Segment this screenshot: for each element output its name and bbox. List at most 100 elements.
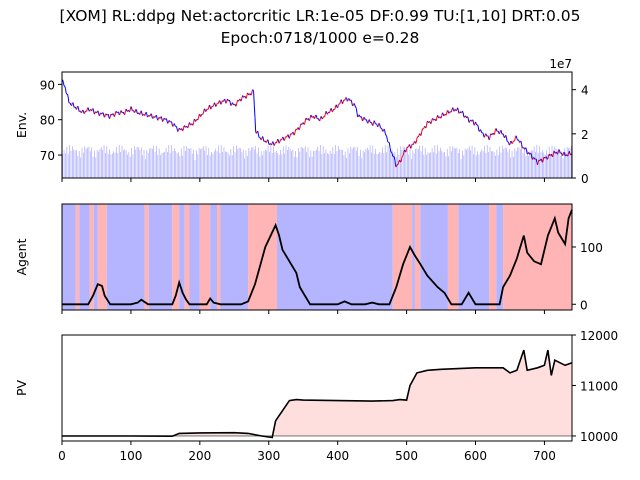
price-segment — [166, 119, 168, 124]
price-segment — [271, 142, 273, 146]
price-segment — [482, 133, 485, 137]
price-segment — [253, 105, 256, 118]
y-axis-label: PV — [14, 380, 29, 397]
y-tick-label: 0 — [580, 298, 588, 312]
price-segment — [210, 107, 213, 110]
price-segment — [379, 124, 381, 128]
price-segment — [202, 110, 205, 114]
price-segment — [315, 115, 318, 119]
price-segment — [192, 122, 195, 126]
price-segment — [424, 125, 426, 128]
x-tick-label: 0 — [58, 449, 66, 463]
price-segment — [325, 110, 328, 113]
price-segment — [167, 120, 170, 124]
price-segment — [63, 85, 66, 87]
price-segment — [298, 128, 301, 131]
price-segment — [299, 124, 301, 129]
x-tick-label: 500 — [395, 449, 418, 463]
price-segment — [366, 119, 368, 123]
price-segment — [204, 108, 206, 112]
right-y-tick-label: 0 — [581, 172, 589, 186]
price-segment — [480, 130, 483, 133]
price-segment — [233, 104, 235, 106]
price-segment — [326, 112, 329, 115]
price-segment — [222, 99, 225, 102]
price-segment — [197, 117, 199, 121]
price-segment — [493, 132, 496, 135]
price-segment — [165, 118, 168, 120]
price-segment — [162, 120, 164, 122]
price-segment — [246, 92, 248, 97]
price-segment — [377, 125, 379, 128]
price-segment — [402, 152, 405, 156]
price-segment — [563, 152, 566, 156]
price-segment — [76, 107, 78, 110]
x-tick-label: 600 — [464, 449, 487, 463]
pv-fill — [62, 350, 572, 436]
price-segment — [278, 141, 281, 144]
price-segment — [417, 134, 420, 138]
price-segment — [104, 114, 106, 118]
price-segment — [257, 134, 260, 138]
price-segment — [446, 110, 448, 115]
price-segment — [499, 130, 501, 134]
price-segment — [378, 123, 381, 125]
price-segment — [513, 139, 516, 142]
price-segment — [282, 137, 285, 141]
price-segment — [453, 109, 456, 112]
price-segment — [239, 98, 241, 101]
price-segment — [458, 112, 461, 114]
price-segment — [178, 127, 181, 130]
price-segment — [185, 126, 187, 128]
price-segment — [89, 109, 91, 112]
price-segment — [235, 101, 238, 106]
price-segment — [558, 149, 561, 151]
price-segment — [286, 135, 288, 138]
price-segment — [517, 139, 520, 142]
price-segment — [519, 141, 521, 143]
y-axis-label: Agent — [14, 238, 29, 275]
price-segment — [391, 153, 394, 157]
price-segment — [479, 129, 482, 131]
price-segment — [369, 121, 372, 124]
long-region — [144, 204, 149, 310]
price-segment — [540, 158, 543, 161]
price-segment — [350, 99, 352, 101]
price-segment — [475, 121, 477, 124]
price-segment — [64, 88, 67, 93]
price-segment — [120, 110, 123, 113]
price-segment — [557, 151, 559, 155]
price-segment — [408, 144, 411, 147]
price-segment — [544, 156, 547, 159]
price-segment — [415, 138, 418, 143]
price-segment — [189, 122, 191, 125]
long-region — [217, 204, 221, 310]
price-segment — [514, 136, 516, 141]
price-segment — [313, 117, 316, 119]
price-segment — [248, 93, 250, 96]
price-segment — [175, 126, 178, 130]
price-segment — [319, 118, 321, 122]
price-segment — [342, 101, 344, 105]
price-segment — [345, 97, 348, 99]
price-segment — [62, 79, 64, 83]
price-segment — [400, 161, 402, 163]
price-segment — [144, 113, 146, 116]
price-segment — [284, 137, 286, 141]
price-segment — [324, 114, 326, 118]
price-segment — [388, 142, 391, 148]
price-segment — [502, 133, 505, 136]
price-segment — [457, 107, 459, 111]
price-segment — [269, 143, 272, 145]
long-region — [392, 204, 413, 310]
price-segment — [360, 116, 363, 119]
axes-frame — [61, 203, 573, 311]
price-segment — [488, 136, 491, 141]
price-segment — [390, 151, 393, 154]
price-segment — [494, 128, 496, 133]
short-region — [106, 204, 145, 310]
price-segment — [217, 100, 220, 104]
price-segment — [69, 102, 72, 106]
price-segment — [255, 131, 258, 134]
price-segment — [419, 133, 421, 136]
